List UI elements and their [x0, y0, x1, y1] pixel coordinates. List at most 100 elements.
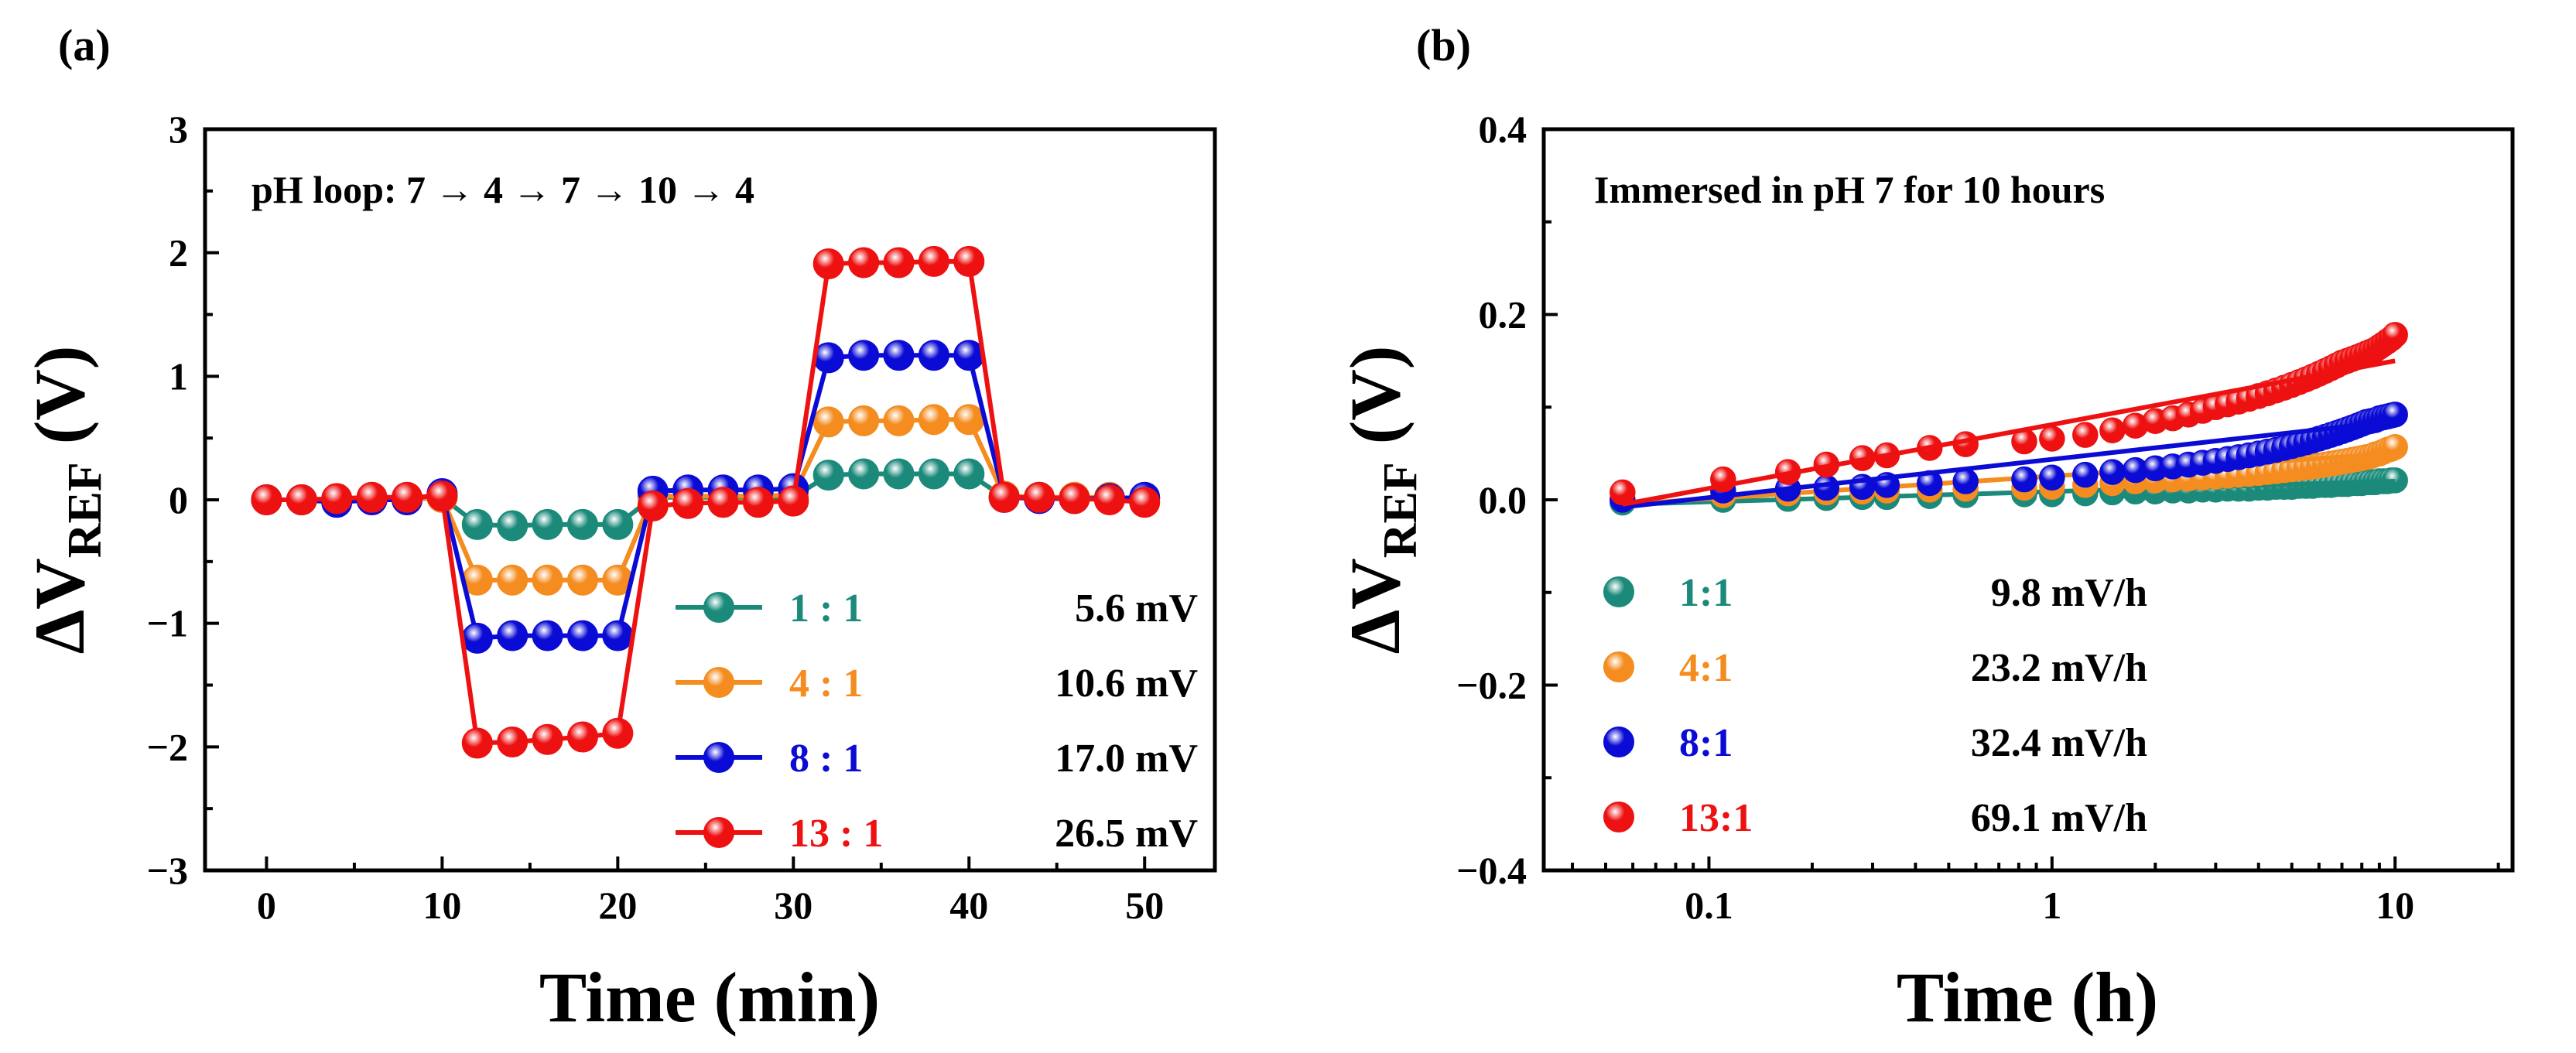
- plot-a-data-point: [426, 480, 458, 512]
- plot-a-legend-item: 13 : 1 26.5 mV: [676, 812, 1198, 856]
- plot-b-legend-marker: [1603, 651, 1634, 682]
- plot-a-data-point: [918, 245, 949, 277]
- plot-b-data-point: [2039, 464, 2065, 491]
- plot-a-legend: 1 : 1 5.6 mV 4 : 1 10.6 mV 8 : 1 17.0 mV 13 : …: [676, 586, 1198, 856]
- plot-a-data-point: [918, 458, 949, 490]
- plot-b-legend-marker: [1603, 576, 1634, 607]
- plot-a-data-point: [1093, 484, 1125, 515]
- plot-a-data-point: [707, 487, 739, 518]
- plot-b: Immersed in pH 7 for 10 hours 0.1 1 10 −0.4…: [1456, 108, 2515, 927]
- plot-b-ylabel-main: ΔV: [1336, 558, 1415, 654]
- plot-a-series-4: [251, 245, 1161, 759]
- plot-a-data-point: [251, 484, 282, 515]
- plot-b-fit-line: [1622, 419, 2396, 510]
- plot-a-data-point: [356, 481, 388, 513]
- plot-b-legend-label: 8:1: [1679, 721, 1733, 765]
- plot-b-series: [1610, 322, 2408, 516]
- plot-a-xtick-label: 40: [949, 884, 988, 927]
- plot-a-series: [251, 245, 1161, 759]
- plot-a-data-point: [392, 481, 422, 513]
- plot-b-legend-value: 23.2 mV/h: [1971, 646, 2147, 690]
- plot-a-data-point: [1059, 483, 1090, 515]
- plot-a-legend-label: 13 : 1: [789, 812, 883, 856]
- plot-a-legend-label: 8 : 1: [789, 737, 863, 781]
- plot-a-legend-label: 1 : 1: [789, 586, 863, 631]
- plot-b-fit-line: [1622, 358, 2396, 507]
- panel-a-label: (a): [58, 20, 111, 70]
- plot-a-data-point: [988, 481, 1020, 513]
- plot-a-data-point: [602, 620, 634, 651]
- plot-b-legend-label: 13:1: [1679, 796, 1753, 840]
- plot-b-ytick-label: −0.2: [1456, 664, 1527, 707]
- plot-a-data-point: [1024, 481, 1055, 513]
- plot-a-data-point: [566, 508, 598, 540]
- plot-a-data-point: [566, 620, 598, 651]
- plot-b-ytick-label: 0.0: [1479, 478, 1527, 521]
- plot-b-data-point: [2099, 459, 2126, 485]
- plot-b-data-point: [2072, 461, 2099, 488]
- plot-a-ytick-label: 1: [169, 354, 188, 398]
- plot-a-data-point: [883, 247, 915, 279]
- plot-b-annotation: Immersed in pH 7 for 10 hours: [1594, 168, 2105, 211]
- plot-a-ytick-label: −3: [147, 849, 189, 892]
- plot-a-data-point: [742, 487, 774, 518]
- plot-a-data-point: [883, 405, 915, 436]
- plot-a-legend-value: 10.6 mV: [1055, 662, 1198, 706]
- plot-b-legend-item: 4:1 23.2 mV/h: [1603, 646, 2147, 690]
- plot-a-ytick-label: −1: [147, 602, 189, 645]
- panel-a: (a) pH loop: 7 → 4 → 7 → 10 → 4 0 10 20 30 4…: [20, 20, 1217, 1037]
- plot-a-data-point: [918, 340, 949, 371]
- plot-a-ylabel-sub: REF: [59, 462, 111, 558]
- plot-b-xlabel: Time (h): [1897, 958, 2158, 1037]
- plot-a-data-point: [532, 723, 563, 755]
- plot-a-data-point: [848, 340, 880, 371]
- plot-b-legend-value: 32.4 mV/h: [1971, 721, 2147, 765]
- plot-a-legend-marker: [703, 667, 734, 698]
- plot-b-ytick-label: 0.2: [1479, 293, 1527, 337]
- plot-a-data-point: [883, 340, 915, 371]
- plot-a-data-point: [848, 405, 880, 436]
- plot-a-legend-value: 17.0 mV: [1055, 737, 1198, 781]
- plot-a-legend-marker: [703, 592, 734, 623]
- plot-b-legend-label: 1:1: [1679, 571, 1733, 615]
- plot-a-data-point: [812, 460, 844, 491]
- plot-b-data-point: [2382, 322, 2408, 348]
- plot-a-data-point: [848, 458, 880, 490]
- plot-a-data-point: [497, 510, 529, 542]
- plot-a-data-point: [637, 490, 669, 521]
- plot-a-xtick-label: 50: [1125, 884, 1164, 927]
- plot-a-annotation: pH loop: 7 → 4 → 7 → 10 → 4: [251, 168, 754, 211]
- plot-b-legend-marker: [1603, 802, 1634, 832]
- plot-a: pH loop: 7 → 4 → 7 → 10 → 4 0 10 20 30 40 50−…: [147, 108, 1217, 927]
- plot-b-data-point: [1952, 468, 1979, 494]
- plot-b-ticks: 0.1 1 10 −0.4 −0.2 0.0 0.2 0.4: [1456, 108, 2500, 927]
- plot-b-xtick-label: 0.1: [1685, 884, 1733, 927]
- plot-a-ytick-label: 0: [169, 478, 188, 521]
- plot-a-data-point: [602, 508, 634, 540]
- panel-b-label: (b): [1416, 20, 1471, 70]
- plot-b-legend-value: 9.8 mV/h: [1991, 571, 2147, 615]
- plot-a-ylabel: ΔVREF (V): [20, 346, 111, 655]
- plot-a-xtick-label: 20: [598, 884, 637, 927]
- plot-b-legend-value: 69.1 mV/h: [1971, 796, 2147, 840]
- plot-a-legend-marker: [703, 742, 734, 773]
- plot-a-data-point: [1129, 487, 1161, 518]
- plot-a-data-point: [461, 508, 493, 540]
- plot-b-series-4: [1610, 322, 2408, 507]
- panel-b: (b) Immersed in pH 7 for 10 hours 0.1 1 10…: [1336, 20, 2515, 1037]
- plot-b-ytick-label: 0.4: [1479, 108, 1527, 151]
- plot-a-ticks: 0 10 20 30 40 50 −3 −2 −1 0 1 2 3: [147, 108, 1165, 927]
- plot-b-data-point: [2011, 466, 2037, 493]
- plot-a-data-point: [672, 487, 704, 519]
- plot-a-legend-item: 4 : 1 10.6 mV: [676, 662, 1198, 706]
- plot-b-legend-item: 13:1 69.1 mV/h: [1603, 796, 2147, 840]
- plot-a-xtick-label: 0: [257, 884, 276, 927]
- plot-b-legend-marker: [1603, 727, 1634, 757]
- plot-b-legend: 1:1 9.8 mV/h 4:1 23.2 mV/h 8:1 32.4 mV/h 13:1 6…: [1603, 571, 2147, 840]
- plot-a-ytick-label: 3: [169, 108, 188, 151]
- plot-b-ylabel-unit: (V): [1336, 346, 1415, 463]
- plot-a-data-point: [286, 484, 317, 515]
- plot-a-data-point: [461, 727, 493, 759]
- plot-b-ylabel-sub: REF: [1374, 462, 1427, 558]
